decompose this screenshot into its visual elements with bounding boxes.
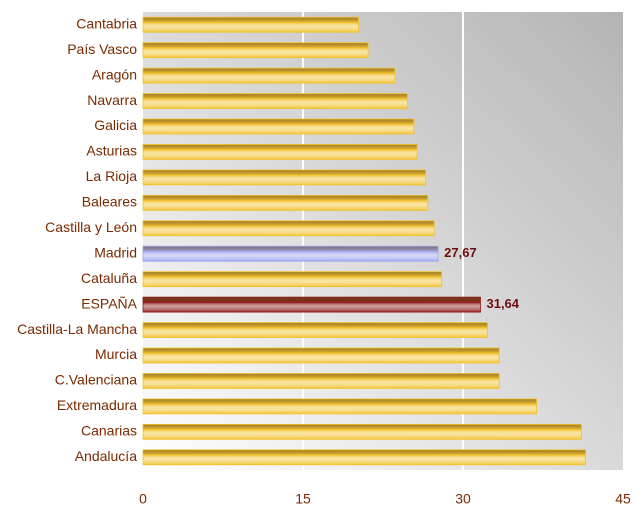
y-tick-label: País Vasco (67, 41, 137, 57)
bar (142, 118, 415, 135)
bar (142, 67, 396, 84)
bar (142, 423, 582, 440)
plot-area (143, 12, 623, 470)
x-tick-label: 15 (295, 491, 311, 507)
y-tick-label: Baleares (82, 194, 137, 210)
bar (142, 347, 500, 364)
bar (142, 373, 500, 389)
x-tick-label: 45 (615, 491, 631, 507)
y-tick-label: Galicia (94, 117, 137, 133)
bar (142, 169, 427, 186)
y-tick-label: Cantabria (76, 15, 137, 31)
y-tick-label: Cataluña (81, 270, 137, 286)
bar (142, 296, 481, 313)
y-tick-label: Murcia (95, 346, 137, 362)
y-tick-label: Aragón (92, 66, 137, 82)
bar (142, 398, 538, 415)
y-tick-label: Castilla y León (45, 219, 137, 235)
bar (142, 245, 439, 262)
y-tick-label: La Rioja (86, 168, 138, 184)
y-tick-label: Navarra (87, 92, 137, 108)
bar (142, 220, 435, 237)
x-tick-label: 30 (455, 491, 471, 507)
y-tick-label: Andalucía (75, 448, 137, 464)
y-tick-label: C.Valenciana (55, 372, 137, 388)
bar (142, 144, 418, 160)
value-label: 31,64 (486, 296, 519, 311)
bar (142, 93, 408, 109)
bar (142, 42, 369, 59)
bar (142, 16, 359, 33)
y-tick-label: Extremadura (57, 397, 137, 413)
y-tick-label: Castilla-La Mancha (17, 321, 137, 337)
y-tick-label: Asturias (86, 143, 137, 159)
bar (142, 194, 429, 211)
bar (142, 271, 443, 288)
bar (142, 322, 488, 338)
value-label: 27,67 (444, 245, 477, 260)
y-tick-label: ESPAÑA (81, 295, 137, 311)
y-tick-label: Canarias (81, 423, 137, 439)
y-tick-label: Madrid (94, 244, 137, 260)
x-tick-label: 0 (139, 491, 147, 507)
bar (142, 449, 587, 466)
